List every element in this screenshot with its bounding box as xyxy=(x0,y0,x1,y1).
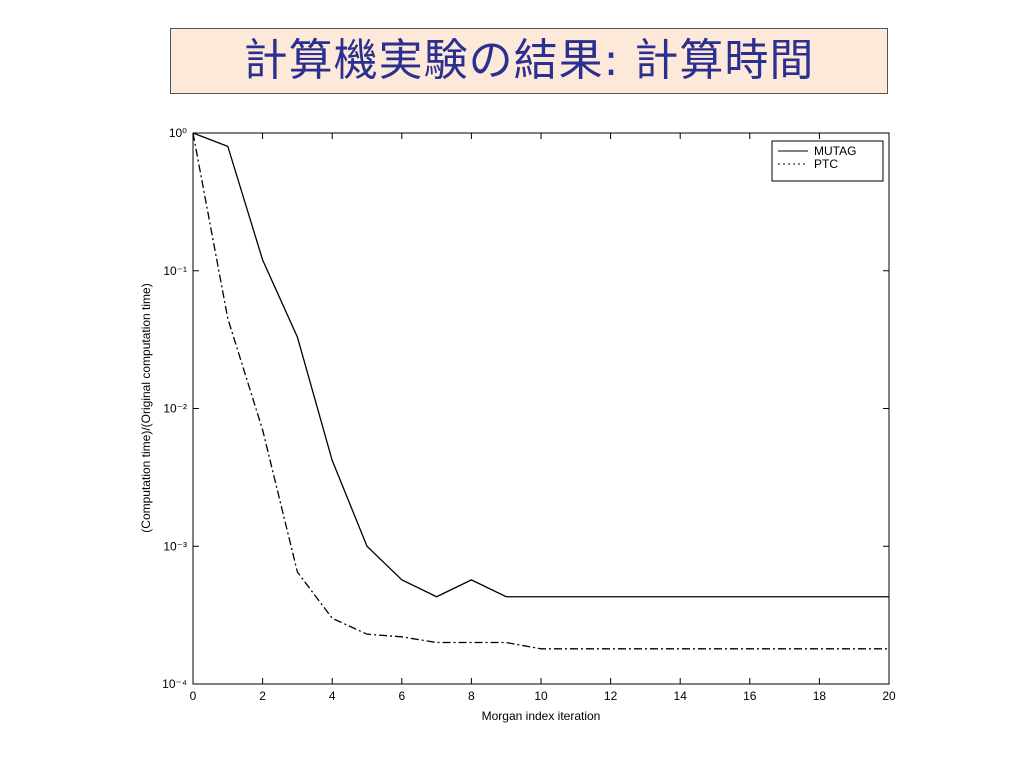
legend-label: PTC xyxy=(814,157,838,171)
x-tick-label: 4 xyxy=(329,689,336,703)
slide-title: 計算機実験の結果: 計算時間 xyxy=(170,28,888,94)
x-tick-label: 10 xyxy=(534,689,548,703)
x-tick-label: 16 xyxy=(743,689,757,703)
x-tick-label: 20 xyxy=(882,689,896,703)
series-line xyxy=(192,132,889,650)
x-tick-label: 12 xyxy=(604,689,618,703)
legend-label: MUTAG xyxy=(814,144,856,158)
x-tick-label: 6 xyxy=(398,689,405,703)
x-tick-label: 0 xyxy=(190,689,197,703)
x-tick-label: 14 xyxy=(674,689,688,703)
y-tick-label: 10⁻⁴ xyxy=(162,677,187,691)
y-tick-label: 10⁻¹ xyxy=(163,264,187,278)
x-tick-label: 18 xyxy=(813,689,827,703)
y-tick-label: 10⁰ xyxy=(169,126,187,140)
x-tick-label: 2 xyxy=(259,689,266,703)
plot-frame xyxy=(192,132,890,685)
series-line xyxy=(192,132,889,598)
y-tick-label: 10⁻² xyxy=(163,402,187,416)
legend-box xyxy=(771,140,884,182)
y-axis-label: (Computation time)/(Original computation… xyxy=(139,283,153,532)
y-tick-label: 10⁻³ xyxy=(163,539,187,553)
x-tick-label: 8 xyxy=(468,689,475,703)
x-axis-label: Morgan index iteration xyxy=(482,709,601,723)
